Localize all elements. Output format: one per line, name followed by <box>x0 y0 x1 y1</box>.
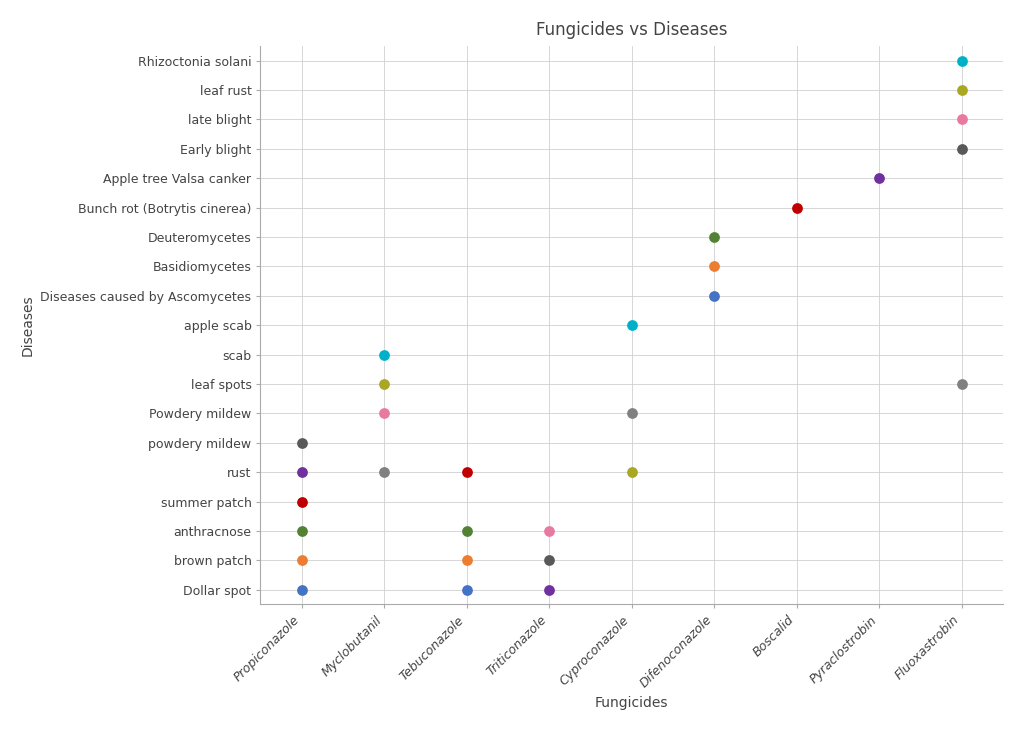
Point <box>294 584 310 596</box>
Point <box>953 113 970 125</box>
Point <box>707 260 723 272</box>
Point <box>294 437 310 449</box>
Point <box>541 525 557 537</box>
Point <box>294 525 310 537</box>
Point <box>953 378 970 390</box>
Point <box>294 496 310 507</box>
Point <box>459 466 475 478</box>
Point <box>624 466 640 478</box>
Point <box>459 584 475 596</box>
Point <box>707 231 723 243</box>
Point <box>624 407 640 419</box>
Point <box>541 555 557 567</box>
Point <box>376 466 392 478</box>
Point <box>294 466 310 478</box>
Point <box>953 55 970 67</box>
Title: Fungicides vs Diseases: Fungicides vs Diseases <box>536 20 727 39</box>
Point <box>953 84 970 96</box>
Point <box>707 290 723 302</box>
Point <box>541 584 557 596</box>
Point <box>294 555 310 567</box>
X-axis label: Fungicides: Fungicides <box>595 696 669 711</box>
Point <box>788 202 805 213</box>
Point <box>459 555 475 567</box>
Point <box>624 319 640 331</box>
Point <box>376 378 392 390</box>
Point <box>871 173 888 184</box>
Point <box>459 525 475 537</box>
Y-axis label: Diseases: Diseases <box>20 295 35 356</box>
Point <box>376 407 392 419</box>
Point <box>376 349 392 360</box>
Point <box>953 143 970 155</box>
